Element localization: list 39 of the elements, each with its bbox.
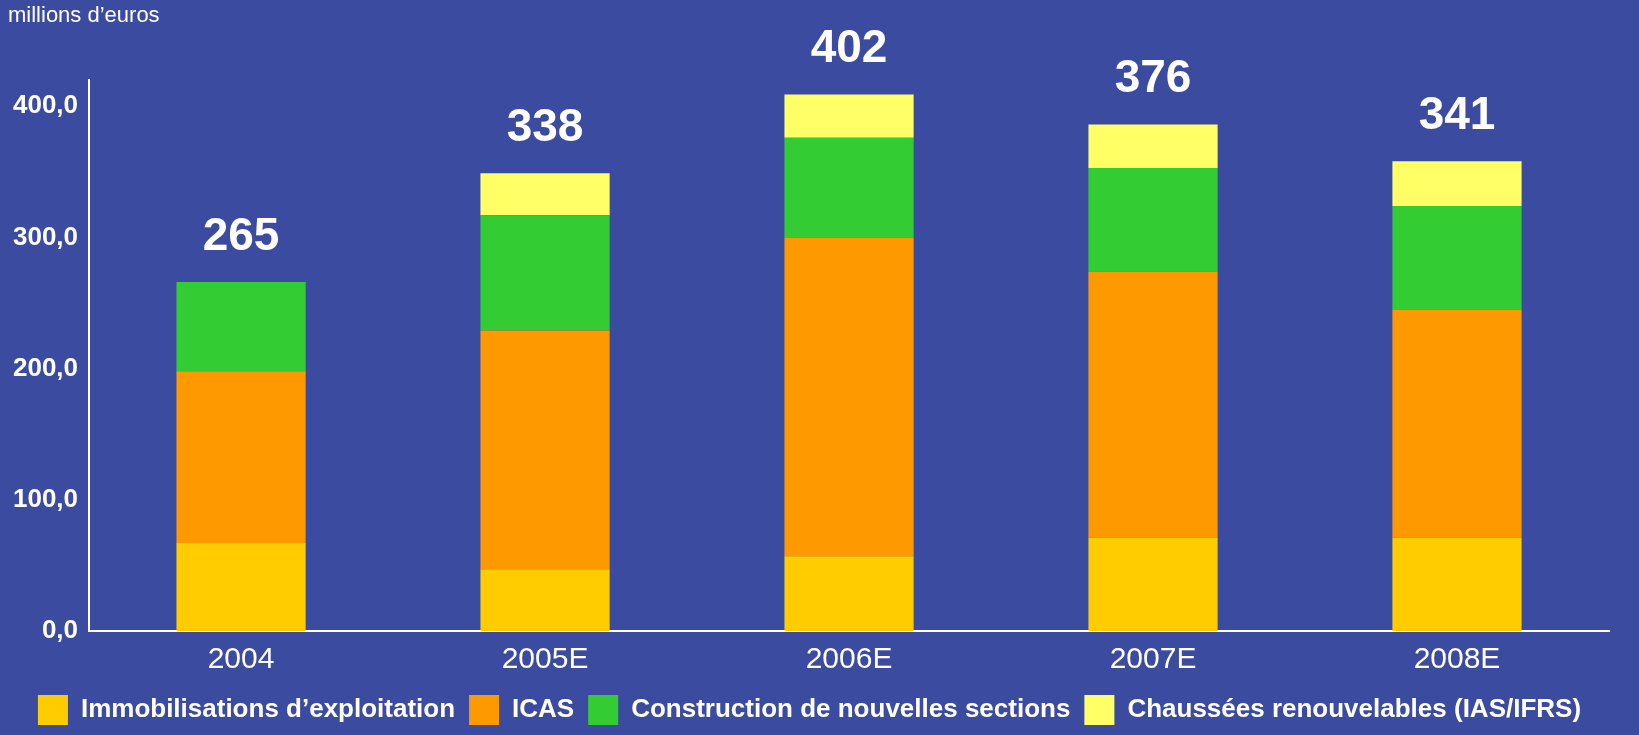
x-tick-label: 2006E <box>805 641 893 675</box>
bar <box>1088 167 1218 272</box>
legend-label: Immobilisations d’exploitation <box>80 693 456 724</box>
y-tick-label: 300,0 <box>12 220 79 251</box>
x-tick-label: 2005E <box>501 641 589 675</box>
bar <box>784 237 914 557</box>
bar <box>1088 271 1218 538</box>
x-tick-label: 2008E <box>1413 641 1501 675</box>
y-tick-label: 400,0 <box>12 89 79 120</box>
y-tick-label: 0,0 <box>41 614 79 645</box>
bar <box>480 215 610 331</box>
annotation: 265 <box>202 207 280 260</box>
bar <box>1392 309 1522 538</box>
bar <box>176 543 306 631</box>
legend-label: Construction de nouvelles sections <box>631 693 1071 724</box>
y-tick-label: 200,0 <box>12 351 79 382</box>
annotation: 338 <box>506 98 584 151</box>
x-tick-label: 2007E <box>1109 641 1197 675</box>
bar <box>480 569 610 631</box>
bar <box>176 371 306 544</box>
legend-label: Chaussées renouvelables (IAS/IFRS) <box>1127 693 1582 724</box>
legend-label: ICAS <box>512 693 575 724</box>
bar <box>1088 124 1218 168</box>
y-tick-label: 100,0 <box>12 482 79 513</box>
bar <box>176 282 306 372</box>
text: 402 <box>810 20 888 73</box>
x-tick-label: 2004 <box>207 641 275 675</box>
annotation: 341 <box>1418 87 1496 140</box>
bar <box>1088 537 1218 631</box>
bar <box>1392 161 1522 206</box>
y-axis-title: millions d’euros <box>8 2 160 28</box>
bar <box>1392 537 1522 631</box>
bar <box>480 330 610 570</box>
bar <box>784 94 914 138</box>
annotation: 376 <box>1114 50 1192 103</box>
bar <box>784 137 914 238</box>
bar <box>1392 205 1522 310</box>
bar <box>480 173 610 216</box>
bar <box>784 556 914 631</box>
